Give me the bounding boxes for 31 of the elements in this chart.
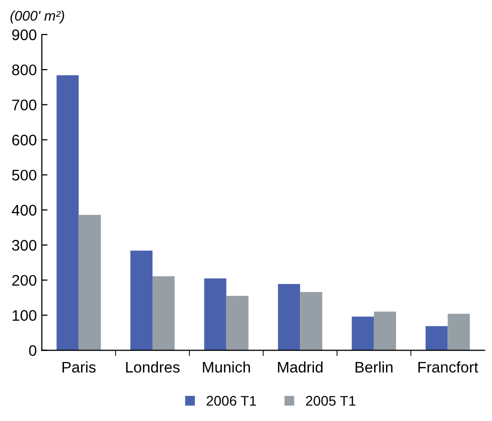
x-tick-label: Munich (202, 361, 250, 373)
bar (204, 278, 226, 350)
bar (278, 284, 300, 350)
y-tick-label: 200 (12, 274, 36, 286)
y-tick-label: 900 (12, 29, 36, 40)
bar (130, 250, 153, 350)
y-tick-label: 500 (12, 170, 36, 181)
legend-label: 2006 T1 (206, 396, 256, 406)
y-tick-label: 300 (12, 240, 36, 251)
bar (448, 314, 470, 350)
bar (78, 214, 101, 350)
y-tick-label: 600 (12, 134, 36, 146)
bar (426, 326, 448, 350)
y-tick-label: 100 (12, 310, 36, 321)
y-tick-label: 700 (12, 100, 36, 110)
bar (300, 292, 322, 350)
y-tick-label: 0 (29, 345, 36, 356)
x-tick-label: Paris (62, 361, 96, 373)
y-tick-label: 800 (12, 64, 36, 76)
bar (352, 316, 374, 350)
bar (374, 312, 396, 350)
y-tick-label: 400 (12, 204, 36, 216)
y-axis-title: (000' m²) (10, 10, 64, 24)
x-tick-label: Berlin (356, 361, 392, 373)
bar (226, 296, 248, 350)
legend-label: 2005 T1 (306, 396, 356, 406)
x-tick-label: Londres (126, 361, 180, 373)
bar (56, 75, 79, 350)
x-tick-label: Madrid (278, 361, 322, 373)
bar (152, 276, 175, 350)
x-tick-label: Francfort (418, 361, 478, 373)
